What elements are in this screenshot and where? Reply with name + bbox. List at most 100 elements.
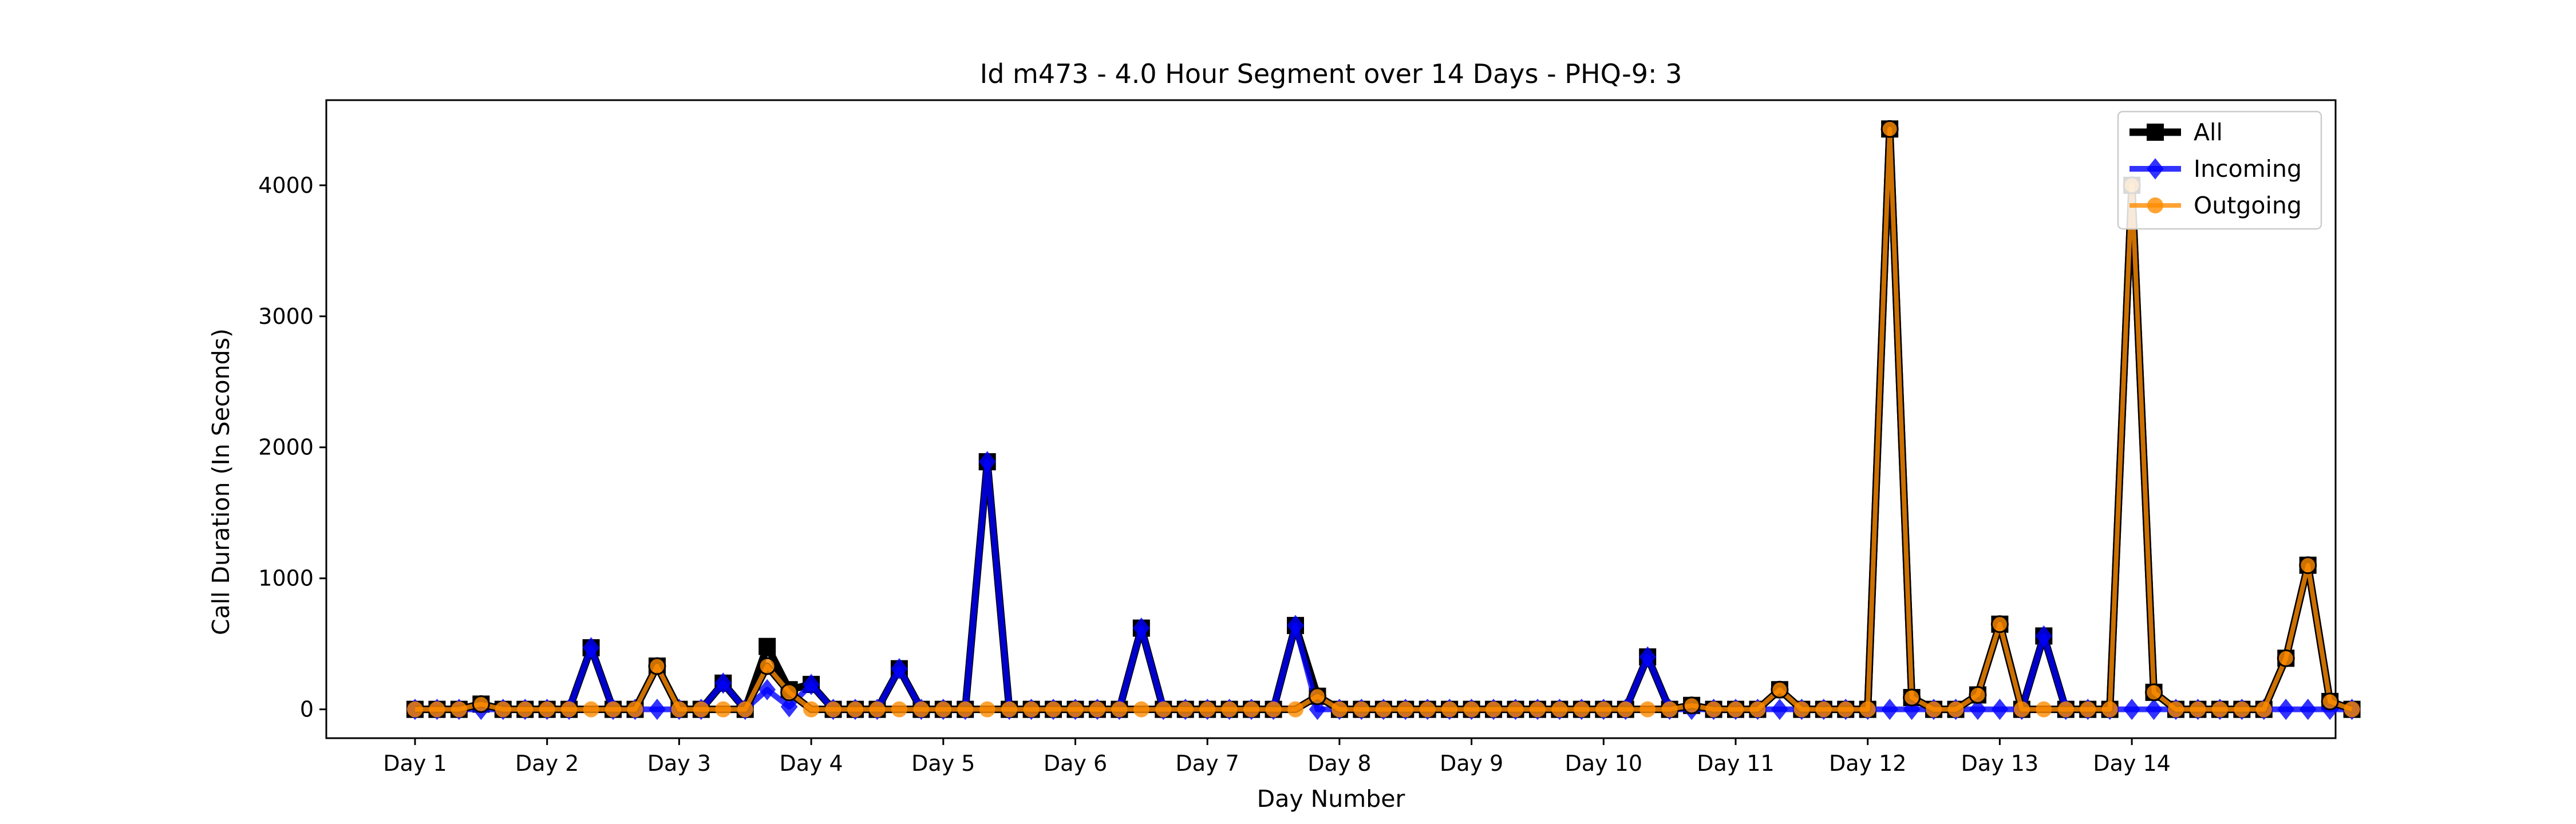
data-point	[758, 679, 776, 700]
data-point	[1485, 701, 1502, 718]
series-all	[406, 120, 2361, 718]
legend-label: Outgoing	[2194, 192, 2302, 219]
data-point	[1287, 701, 1303, 718]
data-point	[2299, 556, 2317, 575]
data-point	[1969, 699, 1986, 720]
data-point	[2190, 701, 2206, 718]
data-point	[1089, 701, 1105, 718]
y-tick-label: 4000	[258, 173, 314, 198]
data-point	[2277, 699, 2295, 720]
chart-title: Id m473 - 4.0 Hour Segment over 14 Days …	[980, 58, 1682, 89]
x-tick-label: Day 12	[1829, 751, 1906, 776]
data-point	[495, 701, 511, 718]
data-point	[803, 701, 820, 718]
x-tick-label: Day 6	[1044, 751, 1107, 776]
data-point	[1639, 646, 1657, 668]
x-tick-label: Day 1	[383, 751, 447, 776]
x-axis-label: Day Number	[1257, 785, 1405, 813]
legend-swatch-marker	[2147, 197, 2163, 213]
x-tick-label: Day 11	[1697, 751, 1774, 776]
y-tick-label: 2000	[258, 435, 314, 460]
data-point	[1880, 120, 1899, 138]
data-point	[1331, 701, 1348, 718]
data-point	[1793, 701, 1810, 718]
y-tick-label: 0	[300, 697, 314, 722]
data-point	[2234, 701, 2250, 718]
data-point	[583, 701, 599, 718]
axes-layer: 0 1000 2000 3000 4000 Day 1 Day 2 Day 3 Day 4 Day…	[258, 99, 2337, 776]
data-point	[1001, 701, 1018, 718]
data-point	[1023, 701, 1040, 718]
data-point	[539, 701, 555, 718]
data-point	[1309, 699, 1326, 720]
data-point	[1947, 701, 1964, 718]
x-tick-label: Day 9	[1440, 751, 1503, 776]
data-point	[1265, 701, 1282, 718]
data-point	[913, 701, 930, 718]
data-point	[1529, 701, 1546, 718]
data-point	[979, 701, 995, 718]
data-point	[1375, 701, 1392, 718]
data-point	[1838, 701, 1854, 718]
data-point	[1926, 701, 1942, 718]
x-tick-label: Day 4	[779, 751, 843, 776]
data-point	[1111, 701, 1128, 718]
data-point	[1991, 699, 2009, 720]
series-layer	[406, 120, 2361, 720]
data-point	[627, 701, 643, 718]
plot-frame	[325, 99, 2337, 739]
data-point	[737, 701, 753, 718]
series-line	[415, 458, 2352, 712]
data-point	[1728, 701, 1744, 718]
data-point	[1199, 701, 1216, 718]
data-point	[1595, 701, 1612, 718]
data-point	[1133, 701, 1149, 718]
data-point	[1881, 699, 1899, 720]
data-point	[1419, 701, 1436, 718]
data-point	[2344, 701, 2360, 718]
data-point	[847, 701, 863, 718]
data-point	[2035, 625, 2053, 647]
data-point	[1507, 701, 1524, 718]
legend-label: All	[2194, 118, 2223, 146]
data-point	[472, 695, 490, 713]
series-incoming	[406, 451, 2361, 720]
data-point	[957, 701, 974, 718]
data-point	[978, 451, 996, 473]
data-point	[1771, 680, 1789, 699]
x-tick-label: Day 10	[1565, 751, 1642, 776]
data-point	[1682, 696, 1701, 715]
data-point	[2101, 701, 2118, 718]
data-point	[1397, 701, 1414, 718]
data-point	[1903, 699, 1921, 720]
x-tick-label: Day 2	[515, 751, 579, 776]
x-tick-label: Day 5	[911, 751, 975, 776]
data-point	[1617, 701, 1634, 718]
data-point	[2321, 692, 2339, 711]
data-point	[561, 701, 578, 718]
data-point	[1990, 615, 2009, 633]
data-point	[1353, 701, 1370, 718]
x-tick-label: Day 14	[2093, 751, 2170, 776]
data-point	[780, 696, 798, 718]
data-point	[758, 657, 776, 675]
data-point	[582, 637, 600, 659]
y-axis-label: Call Duration (In Seconds)	[207, 328, 235, 635]
legend-label: Incoming	[2194, 155, 2302, 183]
data-point	[2036, 701, 2052, 718]
data-point	[1463, 701, 1480, 718]
legend-frame	[2117, 110, 2322, 230]
x-tick-label: Day 8	[1307, 751, 1371, 776]
data-point	[649, 699, 666, 720]
data-point	[825, 701, 841, 718]
data-point	[517, 701, 534, 718]
x-tick-label: Day 13	[1961, 751, 2038, 776]
data-point	[758, 637, 776, 655]
data-point	[2277, 649, 2295, 667]
data-point	[1903, 688, 1921, 707]
data-point	[1441, 701, 1458, 718]
data-point	[605, 701, 622, 718]
data-point	[1771, 699, 1788, 720]
y-tick-label: 1000	[258, 566, 314, 591]
